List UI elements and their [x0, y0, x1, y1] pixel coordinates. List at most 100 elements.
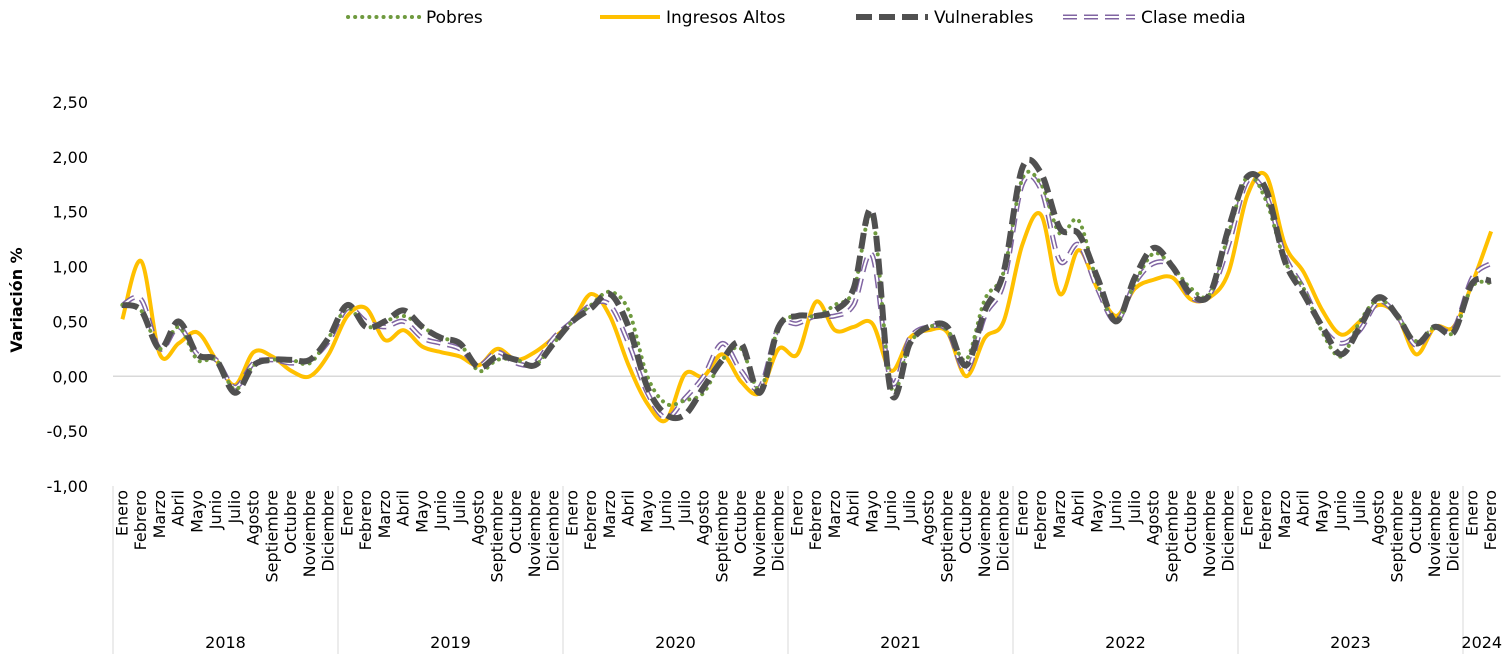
x-tick-label: Febrero	[1481, 490, 1500, 550]
x-tick-label: Marzo	[150, 490, 169, 538]
legend-label: Pobres	[426, 8, 483, 28]
y-tick-label: 2,50	[52, 93, 88, 112]
x-tick-label: Mayo	[862, 490, 881, 533]
year-label: 2021	[880, 633, 921, 652]
x-tick-label: Febrero	[1256, 490, 1275, 550]
x-tick-label: Marzo	[1275, 490, 1294, 538]
y-tick-label: -0,50	[47, 422, 88, 441]
x-tick-label: Octubre	[506, 490, 525, 554]
x-tick-label: Julio	[225, 490, 244, 525]
x-tick-label: Junio	[1106, 490, 1125, 530]
series-line	[121, 156, 1492, 422]
x-tick-label: Mayo	[1312, 490, 1331, 533]
x-tick-label: Octubre	[1406, 490, 1425, 554]
x-tick-label: Noviembre	[750, 490, 769, 577]
x-tick-label: Febrero	[806, 490, 825, 550]
x-tick-label: Febrero	[356, 490, 375, 550]
x-tick-label: Abril	[1294, 490, 1313, 527]
x-tick-label: Mayo	[187, 490, 206, 533]
x-tick-label: Diciembre	[319, 490, 338, 572]
x-tick-label: Abril	[394, 490, 413, 527]
x-tick-label: Abril	[1069, 490, 1088, 527]
x-tick-label: Febrero	[1031, 490, 1050, 550]
x-tick-label: Junio	[431, 490, 450, 530]
x-tick-label: Mayo	[1087, 490, 1106, 533]
x-tick-label: Diciembre	[1219, 490, 1238, 572]
x-tick-label: Diciembre	[994, 490, 1013, 572]
x-tick-label: Octubre	[731, 490, 750, 554]
x-tick-label: Diciembre	[1444, 490, 1463, 572]
x-tick-label: Febrero	[131, 490, 150, 550]
x-tick-label: Julio	[1125, 490, 1144, 525]
x-tick-label: Octubre	[281, 490, 300, 554]
x-tick-label: Abril	[169, 490, 188, 527]
x-tick-label: Noviembre	[1200, 490, 1219, 577]
year-label: 2019	[430, 633, 471, 652]
x-tick-label: Julio	[675, 490, 694, 525]
year-label: 2022	[1105, 633, 1146, 652]
x-tick-label: Septiembre	[262, 490, 281, 583]
x-tick-label: Junio	[881, 490, 900, 530]
x-tick-label: Noviembre	[1425, 490, 1444, 577]
x-tick-label: Junio	[1331, 490, 1350, 530]
y-tick-label: -1,00	[47, 477, 88, 496]
x-tick-label: Septiembre	[712, 490, 731, 583]
x-tick-label: Julio	[1350, 490, 1369, 525]
y-tick-label: 1,00	[52, 258, 88, 277]
series-line	[121, 174, 1492, 419]
y-tick-label: 2,00	[52, 148, 88, 167]
series-line	[120, 170, 1494, 424]
x-tick-label: Septiembre	[937, 490, 956, 583]
x-tick-label: Enero	[337, 490, 356, 536]
x-tick-label: Febrero	[581, 490, 600, 550]
x-tick-label: Enero	[112, 490, 131, 536]
x-tick-label: Enero	[787, 490, 806, 536]
x-tick-label: Julio	[450, 490, 469, 525]
y-axis-label: Variación %	[7, 247, 26, 352]
year-label: 2020	[655, 633, 696, 652]
x-tick-label: Octubre	[956, 490, 975, 554]
x-tick-label: Marzo	[1050, 490, 1069, 538]
x-tick-label: Julio	[900, 490, 919, 525]
x-tick-label: Marzo	[375, 490, 394, 538]
x-tick-label: Marzo	[825, 490, 844, 538]
legend-label: Vulnerables	[934, 8, 1034, 28]
x-tick-label: Agosto	[919, 490, 938, 545]
x-tick-label: Enero	[1012, 490, 1031, 536]
y-tick-label: 0,50	[52, 312, 88, 331]
x-tick-label: Agosto	[244, 490, 263, 545]
x-tick-label: Agosto	[694, 490, 713, 545]
x-tick-label: Octubre	[1181, 490, 1200, 554]
x-tick-label: Diciembre	[769, 490, 788, 572]
y-tick-label: 1,50	[52, 203, 88, 222]
y-tick-label: 0,00	[52, 367, 88, 386]
x-tick-label: Septiembre	[1387, 490, 1406, 583]
x-tick-label: Enero	[562, 490, 581, 536]
year-label: 2024	[1461, 633, 1502, 652]
x-tick-label: Enero	[1462, 490, 1481, 536]
x-tick-label: Junio	[656, 490, 675, 530]
legend-label: Clase media	[1141, 8, 1246, 28]
x-tick-label: Diciembre	[544, 490, 563, 572]
x-tick-label: Abril	[619, 490, 638, 527]
x-tick-label: Noviembre	[300, 490, 319, 577]
x-tick-label: Marzo	[600, 490, 619, 538]
x-tick-label: Mayo	[412, 490, 431, 533]
year-label: 2018	[205, 633, 246, 652]
legend-label: Ingresos Altos	[666, 8, 786, 28]
x-tick-label: Agosto	[1144, 490, 1163, 545]
x-tick-label: Mayo	[637, 490, 656, 533]
x-tick-label: Agosto	[469, 490, 488, 545]
series-line	[121, 173, 1493, 421]
x-tick-label: Noviembre	[525, 490, 544, 577]
x-tick-label: Abril	[844, 490, 863, 527]
x-tick-label: Agosto	[1369, 490, 1388, 545]
x-tick-label: Noviembre	[975, 490, 994, 577]
year-label: 2023	[1330, 633, 1371, 652]
x-tick-label: Junio	[206, 490, 225, 530]
series-line	[120, 169, 1494, 408]
x-tick-label: Enero	[1237, 490, 1256, 536]
x-tick-label: Septiembre	[487, 490, 506, 583]
x-tick-label: Septiembre	[1162, 490, 1181, 583]
